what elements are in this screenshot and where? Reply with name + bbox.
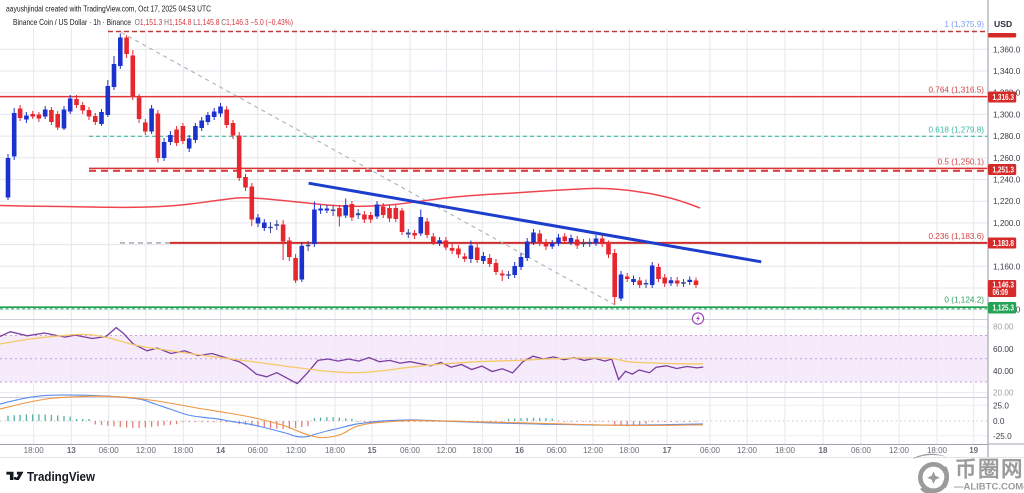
svg-text:TradingView: TradingView [27, 469, 96, 484]
svg-text:06:00: 06:00 [700, 446, 721, 455]
svg-text:80.00: 80.00 [993, 323, 1014, 332]
svg-text:1,200.0: 1,200.0 [993, 219, 1021, 228]
svg-text:13: 13 [67, 446, 76, 455]
svg-text:1,360.0: 1,360.0 [993, 45, 1021, 54]
svg-text:1,251.3: 1,251.3 [993, 165, 1015, 174]
svg-text:06:09: 06:09 [993, 288, 1009, 297]
svg-text:1,146.3: 1,146.3 [993, 281, 1015, 290]
svg-text:17: 17 [663, 446, 672, 455]
svg-text:06:00: 06:00 [248, 446, 269, 455]
svg-text:1,316.3: 1,316.3 [993, 93, 1015, 102]
svg-text:06:00: 06:00 [547, 446, 568, 455]
svg-text:12:00: 12:00 [737, 446, 758, 455]
svg-text:1,160.0: 1,160.0 [993, 262, 1021, 271]
svg-text:0.5 (1,250.1): 0.5 (1,250.1) [938, 158, 985, 167]
svg-text:—ALIBTC.COM—: —ALIBTC.COM— [954, 482, 1024, 493]
svg-text:USD: USD [994, 19, 1012, 29]
svg-text:-25.0: -25.0 [993, 432, 1012, 441]
svg-text:18:00: 18:00 [173, 446, 194, 455]
svg-text:0.236 (1,183.6): 0.236 (1,183.6) [928, 232, 984, 241]
svg-text:0.764 (1,316.5): 0.764 (1,316.5) [928, 85, 984, 94]
svg-text:0.0: 0.0 [993, 417, 1005, 426]
svg-text:Binance Coin / US Dollar · 1h: Binance Coin / US Dollar · 1h · Binance … [13, 17, 293, 27]
svg-text:16: 16 [515, 446, 524, 455]
svg-text:0 (1,124.2): 0 (1,124.2) [944, 295, 984, 304]
svg-text:06:00: 06:00 [99, 446, 120, 455]
svg-text:12:00: 12:00 [583, 446, 604, 455]
svg-text:1,125.3: 1,125.3 [993, 304, 1015, 313]
svg-text:18:00: 18:00 [619, 446, 640, 455]
svg-text:18:00: 18:00 [927, 446, 948, 455]
svg-text:12:00: 12:00 [889, 446, 910, 455]
svg-text:aayushjindal created with Trad: aayushjindal created with TradingView.co… [6, 4, 211, 14]
svg-text:18:00: 18:00 [325, 446, 346, 455]
svg-text:18:00: 18:00 [24, 446, 45, 455]
svg-text:1,220.0: 1,220.0 [993, 197, 1021, 206]
svg-text:06:00: 06:00 [851, 446, 872, 455]
svg-text:1,183.8: 1,183.8 [993, 239, 1015, 248]
svg-text:14: 14 [216, 446, 225, 455]
svg-text:40.00: 40.00 [993, 367, 1014, 376]
svg-text:12:00: 12:00 [136, 446, 157, 455]
svg-text:1,300.0: 1,300.0 [993, 110, 1021, 119]
svg-text:18: 18 [819, 446, 828, 455]
svg-text:12:00: 12:00 [436, 446, 457, 455]
svg-text:1,240.0: 1,240.0 [993, 176, 1021, 185]
svg-text:15: 15 [368, 446, 377, 455]
svg-text:12:00: 12:00 [286, 446, 307, 455]
svg-text:币圈网: 币圈网 [955, 458, 1024, 482]
svg-text:1,260.0: 1,260.0 [993, 154, 1021, 163]
svg-text:20.00: 20.00 [993, 389, 1014, 398]
svg-text:0.618 (1,279.8): 0.618 (1,279.8) [928, 126, 984, 135]
svg-text:18:00: 18:00 [775, 446, 796, 455]
svg-text:25.0: 25.0 [993, 401, 1009, 410]
svg-text:60.00: 60.00 [993, 345, 1014, 354]
svg-text:06:00: 06:00 [400, 446, 421, 455]
svg-text:1,280.0: 1,280.0 [993, 132, 1021, 141]
svg-text:19: 19 [969, 446, 978, 455]
svg-text:1,340.0: 1,340.0 [993, 67, 1021, 76]
svg-text:1 (1,375.9): 1 (1,375.9) [944, 20, 984, 29]
svg-text:18:00: 18:00 [472, 446, 493, 455]
